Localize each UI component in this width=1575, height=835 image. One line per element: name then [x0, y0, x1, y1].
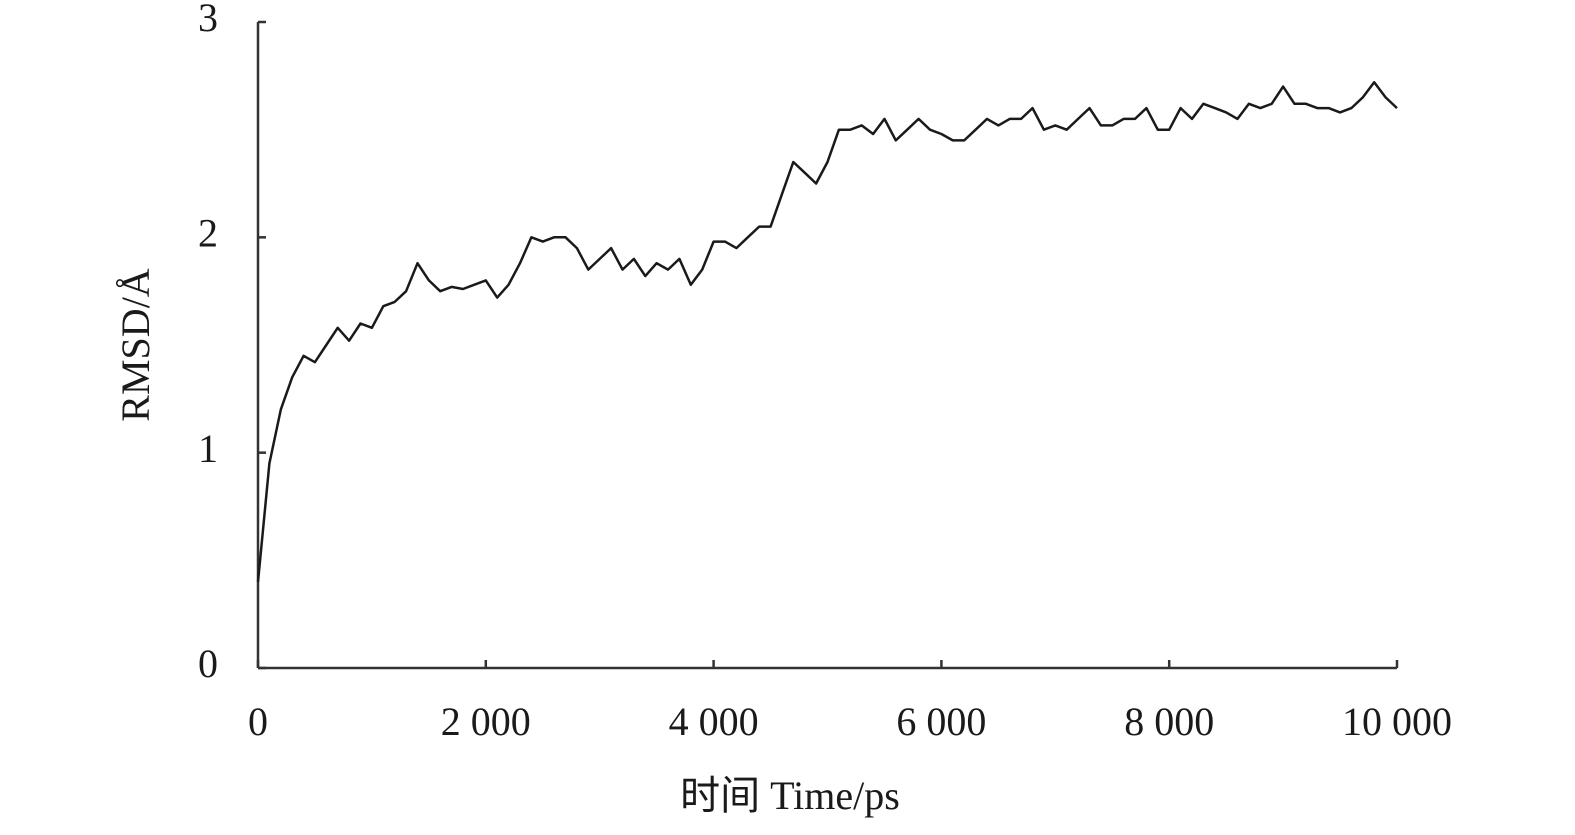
x-tick-label: 10 000: [1342, 699, 1452, 744]
x-axis-title: 时间 Time/ps: [680, 773, 900, 818]
y-tick-label: 3: [198, 0, 218, 40]
x-tick-label: 6 000: [896, 699, 986, 744]
x-tick-label: 8 000: [1124, 699, 1214, 744]
y-tick-label: 2: [198, 211, 218, 256]
x-tick-label: 0: [248, 699, 268, 744]
y-tick-label: 0: [198, 641, 218, 686]
x-tick-label: 4 000: [669, 699, 759, 744]
data-line: [256, 81, 1398, 583]
y-axis-title: RMSD/Å: [113, 268, 158, 421]
y-tick-label: 1: [198, 426, 218, 471]
x-tick-label: 2 000: [441, 699, 531, 744]
